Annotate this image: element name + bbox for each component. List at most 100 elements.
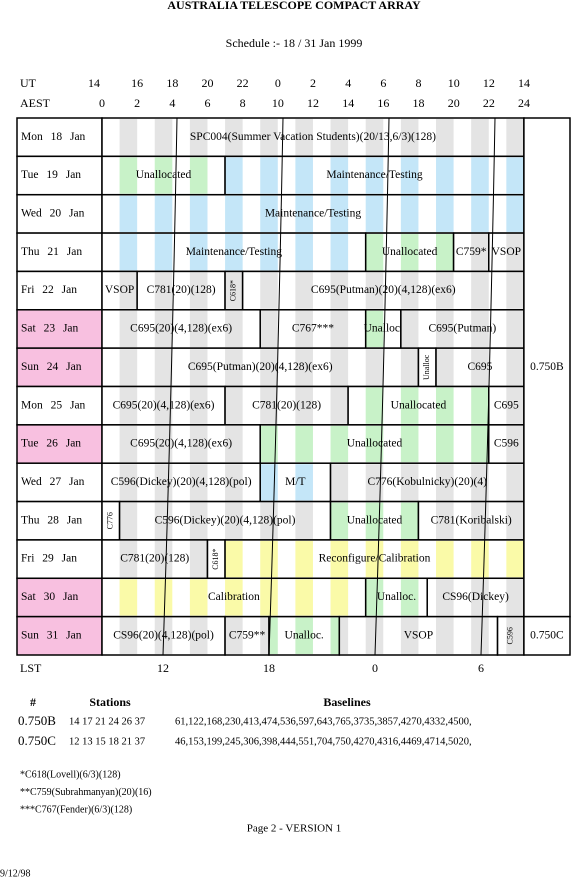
stripe bbox=[506, 540, 524, 578]
day-cell bbox=[16, 309, 103, 349]
aest-tick: 4 bbox=[169, 96, 175, 110]
ut-tick: 0 bbox=[275, 76, 281, 90]
day-cell bbox=[16, 117, 103, 158]
table-header: Baselines bbox=[323, 695, 371, 709]
stripe bbox=[365, 234, 384, 271]
stripe bbox=[189, 579, 208, 616]
aest-tick: 14 bbox=[342, 96, 354, 110]
aest-tick: 2 bbox=[134, 96, 140, 110]
stations: 14 17 21 24 26 37 bbox=[69, 716, 145, 727]
block bbox=[400, 309, 524, 349]
stripe bbox=[436, 272, 454, 309]
lst-tick: 12 bbox=[157, 661, 169, 675]
stripe bbox=[119, 387, 138, 424]
block bbox=[330, 463, 524, 502]
block-label: C596(Dickey)(20)(4,128)(pol) bbox=[111, 476, 252, 488]
stripe bbox=[154, 234, 173, 271]
table-header: Stations bbox=[89, 695, 131, 709]
stripe bbox=[119, 119, 138, 156]
ut-tick: 22 bbox=[237, 76, 249, 90]
stripe bbox=[506, 234, 524, 271]
ut-tick: 18 bbox=[166, 76, 178, 90]
stripe bbox=[260, 234, 278, 271]
stripe bbox=[400, 272, 419, 309]
stripe bbox=[506, 195, 524, 233]
stripe bbox=[119, 464, 138, 501]
lst-lines bbox=[162, 117, 496, 656]
stripe bbox=[260, 425, 278, 463]
stripe bbox=[225, 310, 243, 348]
block-label: Calibration bbox=[208, 591, 260, 603]
ut-tick: 14 bbox=[518, 76, 530, 90]
block-label: Unalloc. bbox=[377, 591, 416, 603]
stripe bbox=[436, 617, 454, 654]
block-label: C695(Putman)(20)(4,128)(ex6) bbox=[311, 284, 456, 296]
block-label: C618* bbox=[211, 548, 220, 569]
day-label: Wed 20 Jan bbox=[21, 208, 85, 220]
aest-tick: 20 bbox=[448, 96, 460, 110]
stripe bbox=[189, 195, 208, 233]
ut-tick: 2 bbox=[310, 76, 316, 90]
day-label: Sun 24 Jan bbox=[21, 361, 82, 373]
block bbox=[418, 348, 437, 387]
stripe bbox=[225, 579, 243, 616]
day-label: Sun 31 Jan bbox=[21, 629, 82, 641]
stripe bbox=[330, 617, 340, 654]
stripe bbox=[365, 119, 384, 156]
stripe bbox=[506, 272, 524, 309]
block-label: VSOP bbox=[404, 629, 433, 641]
block-label: M/T bbox=[285, 476, 305, 488]
stripe bbox=[471, 195, 489, 233]
ut-tick: 4 bbox=[345, 76, 351, 90]
stripe bbox=[330, 349, 349, 386]
stripe bbox=[436, 387, 454, 424]
block-label: Unalloc. bbox=[364, 323, 403, 335]
block-label: Maintenance/Testing bbox=[265, 208, 362, 220]
stripe bbox=[260, 540, 278, 578]
stripe bbox=[295, 119, 313, 156]
stripe bbox=[119, 157, 138, 194]
block-label: C695 bbox=[468, 361, 493, 373]
block-label: C776(Kobulnicky)(20)(4) bbox=[368, 476, 488, 488]
stripe bbox=[225, 387, 243, 424]
stripe bbox=[295, 579, 313, 616]
stripe bbox=[471, 387, 489, 424]
block-label: C618* bbox=[229, 280, 238, 301]
block-label: C695 bbox=[494, 399, 519, 411]
aest-tick: 10 bbox=[272, 96, 284, 110]
stripe bbox=[295, 349, 313, 386]
lst-line bbox=[162, 117, 178, 656]
ut-tick: 20 bbox=[202, 76, 214, 90]
stripe bbox=[365, 579, 384, 616]
stripe bbox=[506, 387, 524, 424]
stripe bbox=[154, 349, 173, 386]
lst-tick: 0 bbox=[372, 661, 378, 675]
date-label: 9/12/98 bbox=[0, 868, 31, 879]
config-name: 0.750B bbox=[18, 713, 56, 728]
stripe bbox=[400, 195, 419, 233]
subtitle: Schedule :- 18 / 31 Jan 1999 bbox=[226, 36, 363, 50]
stripe bbox=[119, 540, 138, 578]
block-label: C759* bbox=[456, 246, 487, 258]
stripe bbox=[330, 234, 349, 271]
stripe bbox=[189, 157, 208, 194]
stripe bbox=[365, 464, 384, 501]
stripe bbox=[400, 349, 419, 386]
stripe bbox=[506, 119, 524, 156]
stripe bbox=[400, 119, 419, 156]
stripe bbox=[189, 234, 208, 271]
stripe bbox=[471, 234, 489, 271]
stripe bbox=[330, 502, 349, 539]
stripe bbox=[400, 387, 419, 424]
stripe bbox=[260, 387, 278, 424]
stripe bbox=[295, 387, 313, 424]
footnote: ***C767(Fender)(6/3)(128) bbox=[20, 804, 132, 815]
stripe bbox=[119, 579, 138, 616]
stripe bbox=[260, 119, 278, 156]
stripe bbox=[506, 157, 524, 194]
ut-tick: 10 bbox=[448, 76, 460, 90]
lst-line bbox=[374, 117, 390, 656]
stripe bbox=[436, 157, 454, 194]
day-label: Tue 26 Jan bbox=[21, 438, 81, 450]
stripe bbox=[225, 464, 243, 501]
